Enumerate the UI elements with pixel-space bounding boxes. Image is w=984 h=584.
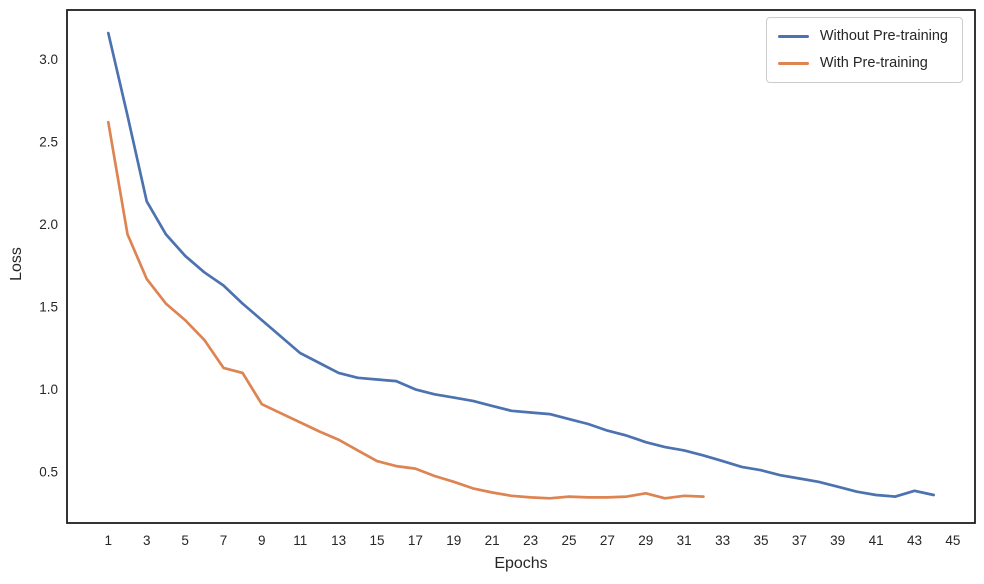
x-tick-label: 43 (907, 533, 922, 548)
x-tick-label: 31 (677, 533, 692, 548)
x-tick-label: 39 (830, 533, 845, 548)
x-tick-label: 27 (600, 533, 615, 548)
legend-item-without-pretraining: Without Pre-training (777, 27, 948, 46)
x-tick-label: 13 (331, 533, 346, 548)
y-tick-label: 2.5 (39, 135, 58, 150)
y-tick-label: 1.5 (39, 299, 58, 314)
x-tick-label: 7 (220, 533, 228, 548)
plot-frame (66, 9, 976, 524)
y-tick-label: 2.0 (39, 217, 58, 232)
legend-line-swatch-blue (777, 35, 809, 38)
x-tick-label: 17 (408, 533, 423, 548)
legend-label-without-pretraining: Without Pre-training (819, 28, 948, 44)
legend-label-with-pretraining: With Pre-training (819, 55, 928, 71)
x-tick-label: 41 (869, 533, 884, 548)
x-tick-label: 23 (523, 533, 538, 548)
x-tick-label: 45 (945, 533, 960, 548)
y-tick-label: 0.5 (39, 464, 58, 479)
x-tick-label: 3 (143, 533, 151, 548)
x-tick-label: 33 (715, 533, 730, 548)
x-tick-label: 35 (753, 533, 768, 548)
y-tick-label: 3.0 (39, 52, 58, 67)
x-tick-label: 19 (446, 533, 461, 548)
x-tick-label: 21 (485, 533, 500, 548)
x-tick-label: 11 (293, 533, 307, 548)
x-tick-label: 15 (369, 533, 384, 548)
series-line-without-pretraining (106, 31, 936, 498)
legend-line-swatch-orange (777, 62, 809, 65)
x-axis-label: Epochs (494, 555, 548, 572)
series-line-with-pretraining (106, 120, 705, 500)
y-tick-label: 1.0 (39, 382, 58, 397)
legend-item-with-pretraining: With Pre-training (777, 54, 948, 73)
x-tick-label: 25 (561, 533, 576, 548)
x-tick-label: 37 (792, 533, 807, 548)
y-axis-label: Loss (8, 247, 25, 281)
x-tick-label: 1 (105, 533, 113, 548)
legend: Without Pre-training With Pre-training (765, 17, 963, 83)
x-tick-label: 9 (258, 533, 266, 548)
x-tick-label: 5 (181, 533, 189, 548)
x-tick-label: 29 (638, 533, 653, 548)
